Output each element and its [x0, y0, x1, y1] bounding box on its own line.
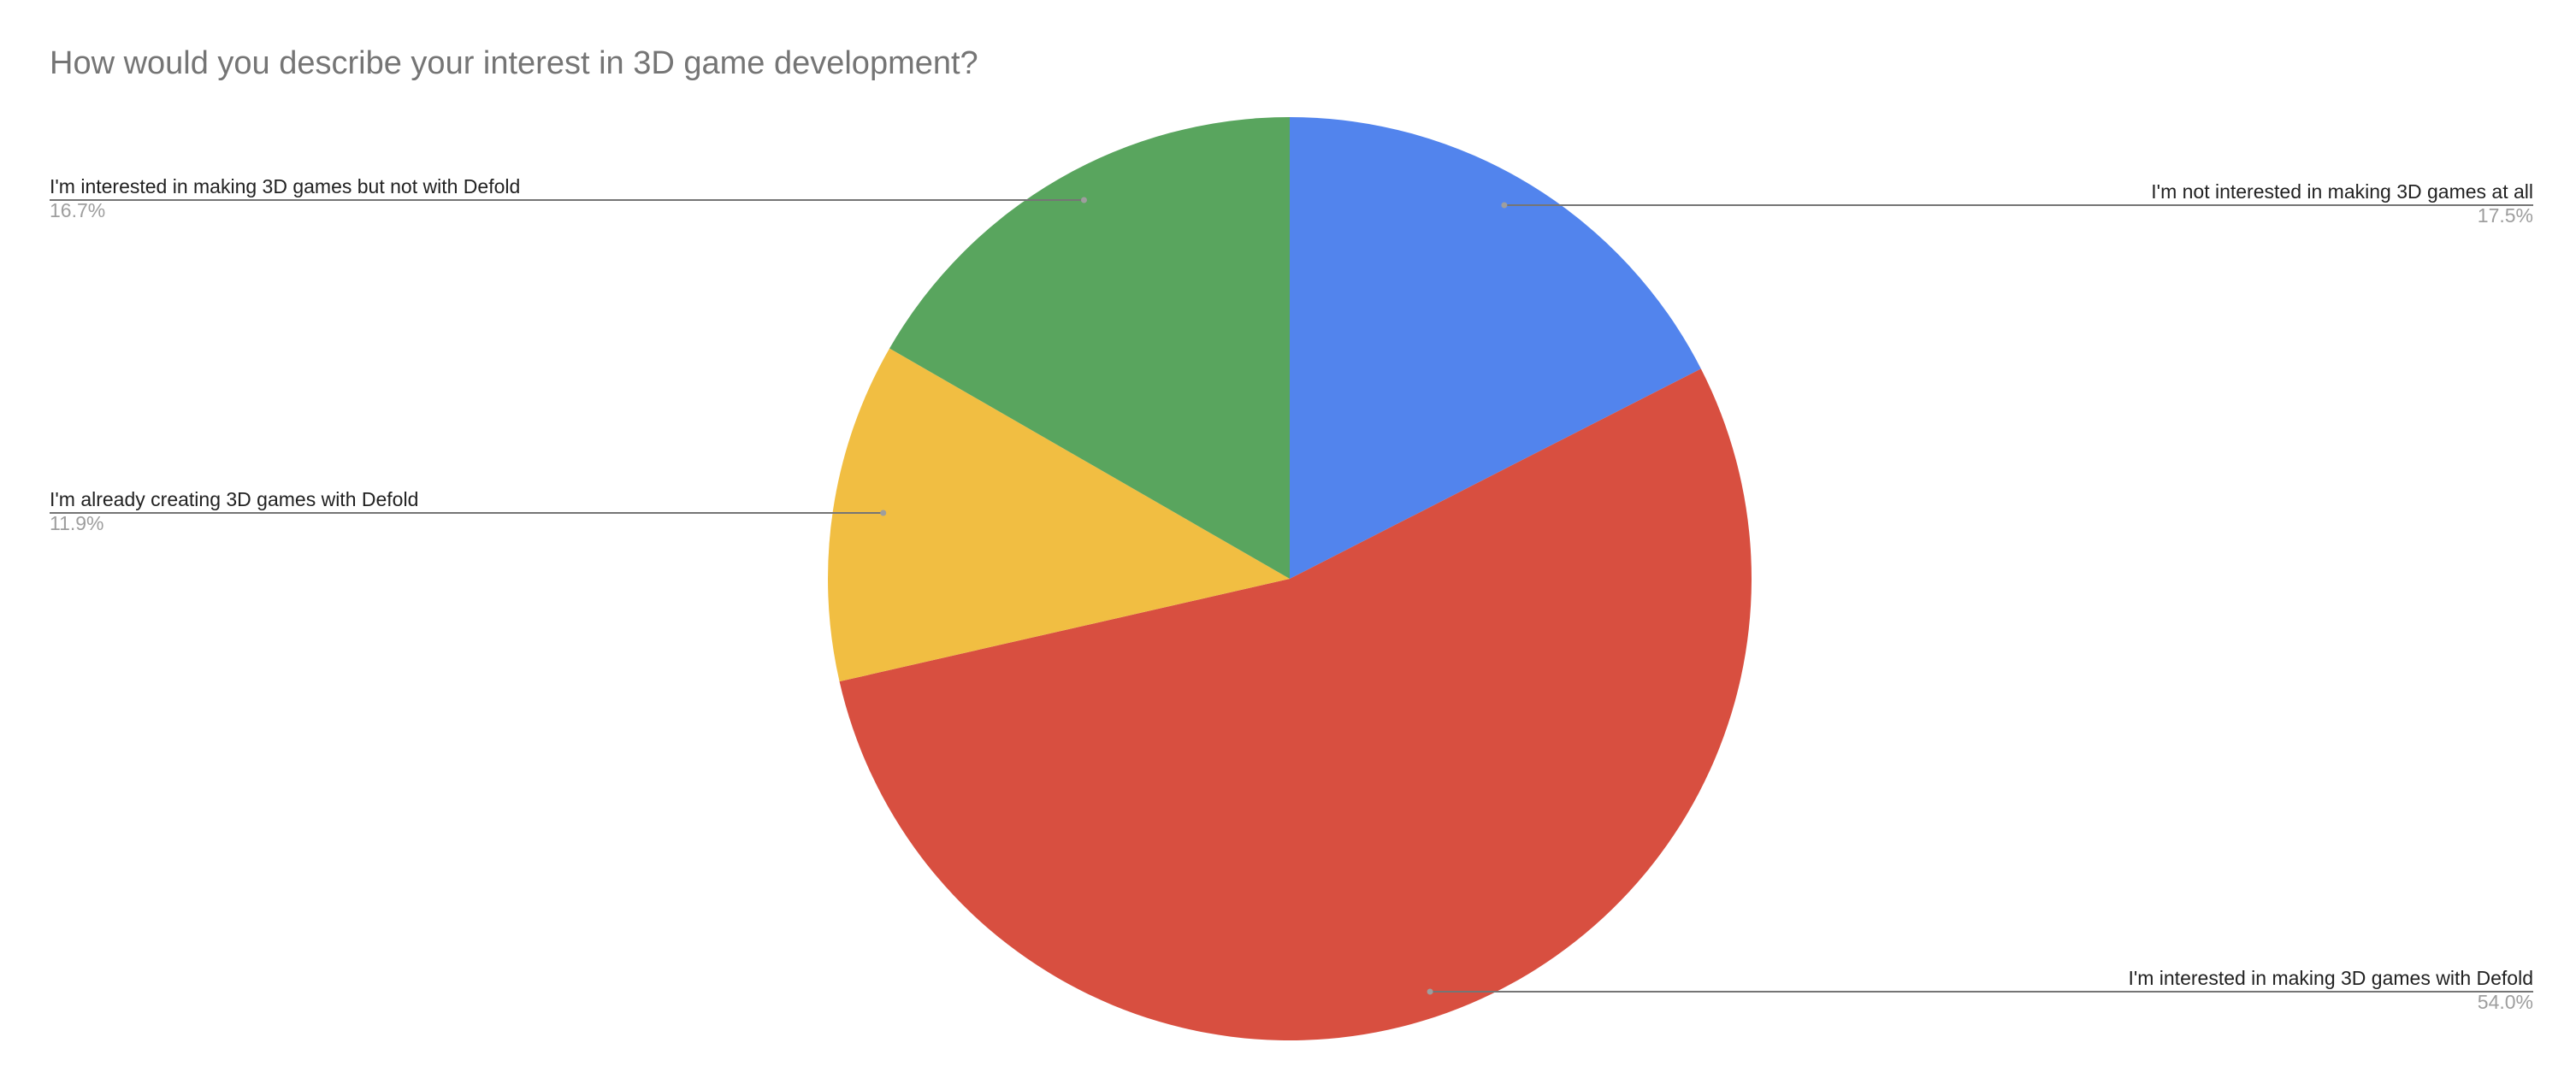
chart-title: How would you describe your interest in … — [50, 45, 978, 81]
slice-label-i-m-interested-in-making-3d-games-with-defold: I'm interested in making 3D games with D… — [2128, 967, 2533, 989]
slice-percent-i-m-interested-in-making-3d-games-but-not-with-defold: 16.7% — [50, 199, 105, 221]
slice-labels: I'm not interested in making 3D games at… — [50, 175, 2533, 1013]
slice-label-i-m-interested-in-making-3d-games-but-not-with-defold: I'm interested in making 3D games but no… — [50, 175, 520, 197]
slice-percent-i-m-interested-in-making-3d-games-with-defold: 54.0% — [2478, 991, 2533, 1013]
slice-label-i-m-already-creating-3d-games-with-defold: I'm already creating 3D games with Defol… — [50, 488, 418, 510]
slice-percent-i-m-already-creating-3d-games-with-defold: 11.9% — [50, 512, 104, 534]
pie-slice-i-m-not-interested-in-making-3d-games-at-all[interactable] — [1290, 117, 1701, 579]
pie-slice-i-m-interested-in-making-3d-games-but-not-with-defold[interactable] — [889, 117, 1290, 579]
slice-label-i-m-not-interested-in-making-3d-games-at-all: I'm not interested in making 3D games at… — [2151, 180, 2533, 203]
leader-dot-i-m-not-interested-in-making-3d-games-at-all — [1501, 202, 1508, 209]
pie-slice-i-m-interested-in-making-3d-games-with-defold[interactable] — [839, 368, 1752, 1041]
leader-dot-i-m-interested-in-making-3d-games-but-not-with-defold — [1080, 197, 1087, 203]
leader-dot-i-m-already-creating-3d-games-with-defold — [880, 510, 887, 516]
slice-percent-i-m-not-interested-in-making-3d-games-at-all: 17.5% — [2478, 204, 2533, 227]
leader-dot-i-m-interested-in-making-3d-games-with-defold — [1427, 988, 1433, 995]
pie-slice-i-m-already-creating-3d-games-with-defold[interactable] — [828, 348, 1290, 682]
pie-slices — [828, 117, 1752, 1041]
